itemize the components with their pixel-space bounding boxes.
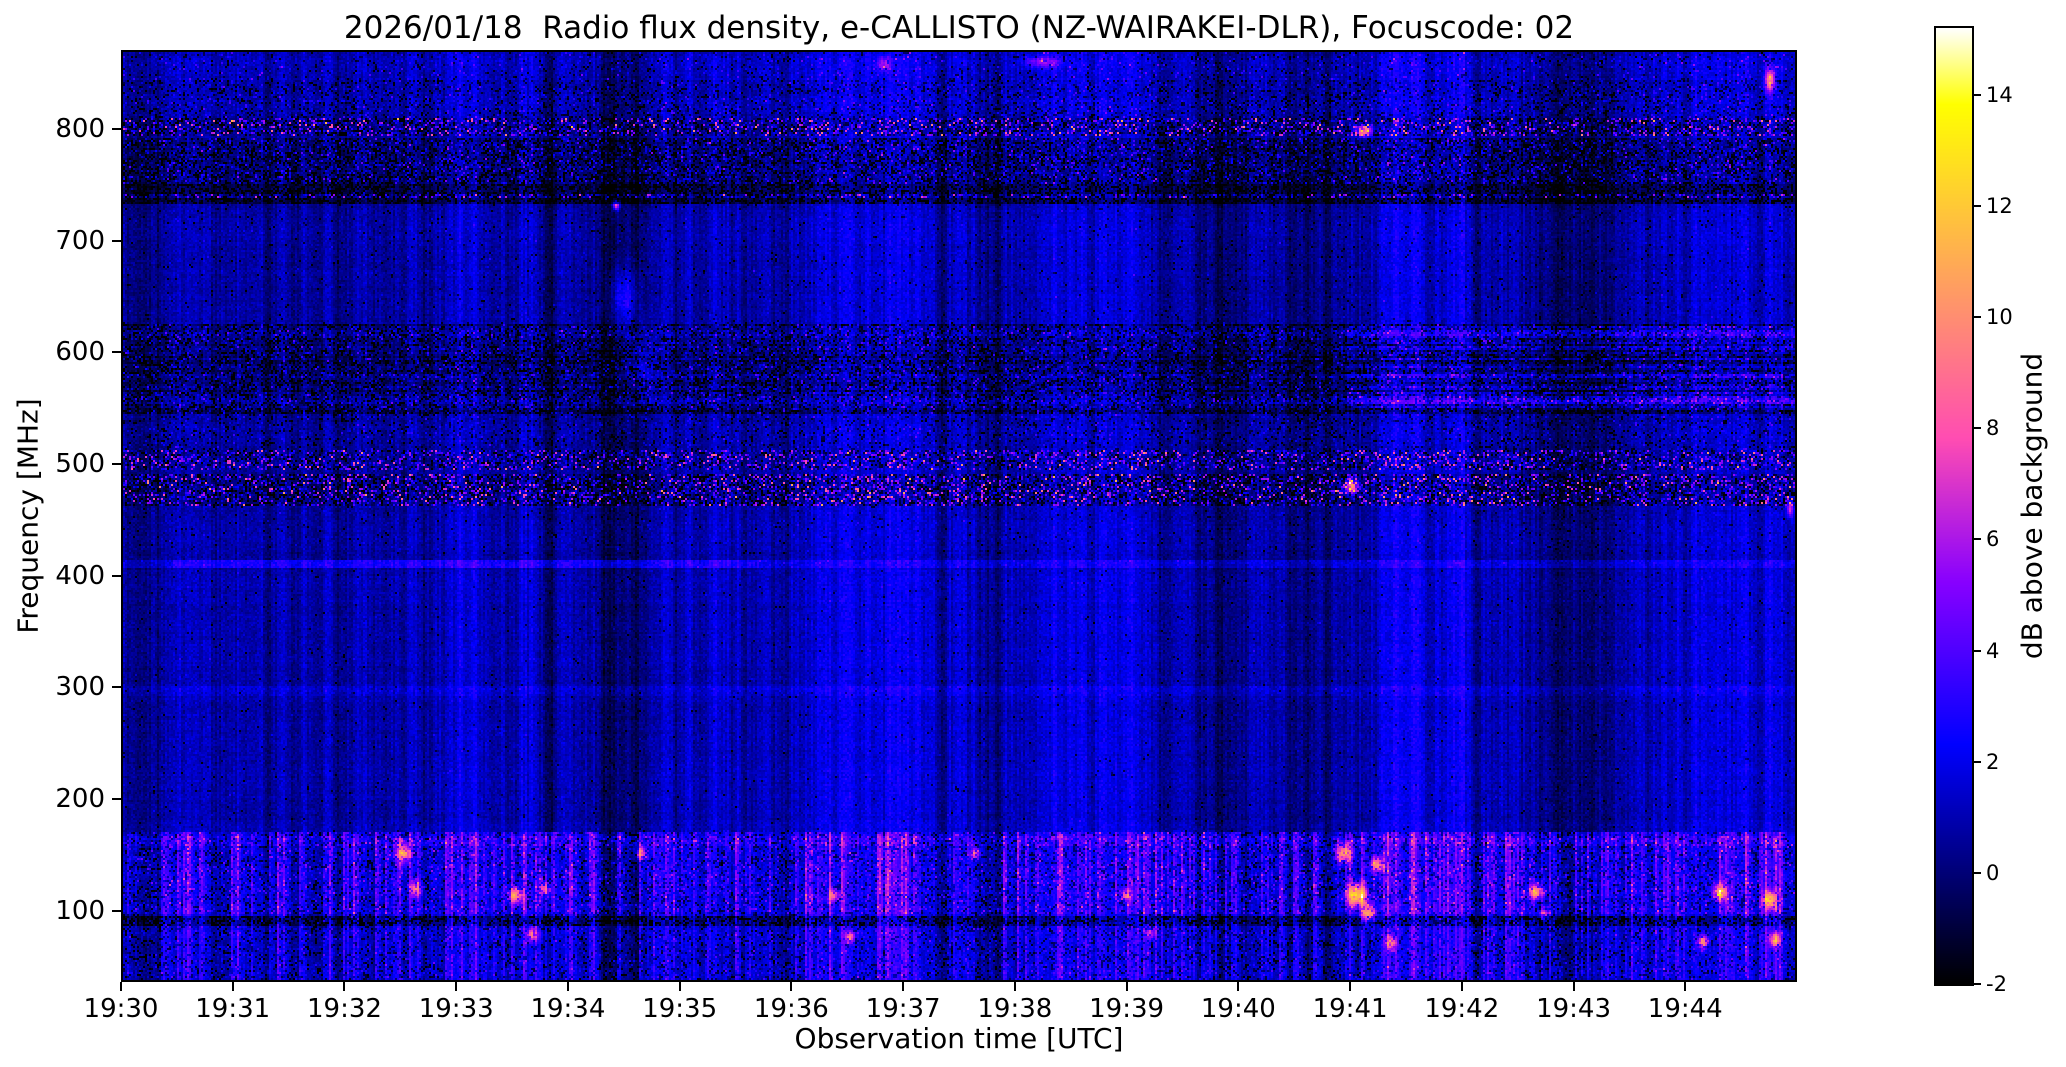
- y-tick-mark: [112, 686, 121, 689]
- y-tick-label: 300: [55, 672, 105, 703]
- x-tick-label: 19:42: [1424, 994, 1500, 1024]
- colorbar-tick-label: 10: [1986, 305, 2013, 330]
- x-tick-mark: [1460, 982, 1463, 991]
- colorbar-tick-label: 8: [1986, 416, 2000, 441]
- x-tick-mark: [566, 982, 569, 991]
- y-tick-mark: [112, 239, 121, 242]
- colorbar-tick-mark: [1974, 649, 1981, 652]
- x-tick-mark: [231, 982, 234, 991]
- y-tick-mark: [112, 574, 121, 577]
- colorbar-tick-mark: [1974, 983, 1981, 985]
- x-tick-mark: [790, 982, 793, 991]
- x-tick-label: 19:38: [977, 994, 1053, 1024]
- x-tick-mark: [1237, 982, 1240, 991]
- colorbar-tick-label: 4: [1986, 638, 2000, 663]
- x-tick-label: 19:30: [83, 994, 159, 1024]
- x-tick-label: 19:44: [1647, 994, 1723, 1024]
- x-tick-mark: [343, 982, 346, 991]
- y-tick-label: 200: [55, 783, 105, 814]
- x-tick-mark: [1572, 982, 1575, 991]
- y-tick-label: 400: [55, 560, 105, 591]
- colorbar-tick-mark: [1974, 871, 1981, 874]
- colorbar-tick-label: 12: [1986, 193, 2013, 218]
- colorbar-canvas: [1936, 28, 1972, 984]
- x-tick-mark: [1349, 982, 1352, 991]
- colorbar-tick-label: 6: [1986, 527, 2000, 552]
- spectrogram-canvas: [123, 52, 1795, 980]
- plot-frame: [121, 50, 1797, 982]
- y-tick-mark: [112, 351, 121, 354]
- x-tick-mark: [1125, 982, 1128, 991]
- y-tick-mark: [112, 909, 121, 912]
- colorbar-label: dB above background: [2015, 352, 2049, 660]
- y-tick-label: 800: [55, 114, 105, 145]
- x-tick-mark: [455, 982, 458, 991]
- x-tick-mark: [678, 982, 681, 991]
- colorbar-tick-mark: [1974, 93, 1981, 96]
- x-axis-ticks: 19:30 19:31 19:32 19:33 19:34 19:35 19:36 19:37…: [84, 982, 1797, 1042]
- colorbar-tick-mark: [1974, 538, 1981, 541]
- colorbar-tick-label: -2: [1986, 972, 2007, 996]
- colorbar-tick-label: 14: [1986, 82, 2013, 107]
- plot-title: 2026/01/18 Radio flux density, e-CALLIST…: [343, 10, 1575, 46]
- y-axis-ticks: 800 700 600 500 400 300 200 100: [0, 50, 121, 982]
- colorbar-tick-mark: [1974, 316, 1981, 319]
- y-tick-label: 100: [55, 895, 105, 926]
- x-tick-label: 19:43: [1536, 994, 1611, 1024]
- x-tick-mark: [1684, 982, 1687, 991]
- x-tick-label: 19:37: [865, 994, 941, 1024]
- colorbar-tick-label: 0: [1986, 860, 2000, 885]
- y-tick-mark: [112, 463, 121, 466]
- y-tick-mark: [112, 128, 121, 131]
- x-tick-label: 19:35: [642, 994, 718, 1024]
- x-tick-label: 19:33: [418, 994, 494, 1024]
- colorbar-tick-mark: [1974, 204, 1981, 207]
- colorbar: [1934, 26, 1974, 986]
- y-tick-mark: [112, 797, 121, 800]
- x-tick-label: 19:41: [1312, 994, 1388, 1024]
- y-tick-label: 600: [55, 337, 105, 368]
- y-tick-label: 700: [55, 225, 105, 256]
- x-tick-mark: [1013, 982, 1016, 991]
- y-tick-label: 500: [55, 449, 105, 480]
- x-tick-label: 19:31: [195, 994, 271, 1024]
- x-tick-mark: [902, 982, 905, 991]
- colorbar-tick-mark: [1974, 427, 1981, 430]
- x-tick-label: 19:40: [1200, 994, 1276, 1024]
- x-axis-label: Observation time [UTC]: [794, 1022, 1124, 1055]
- x-tick-label: 19:39: [1089, 994, 1165, 1024]
- x-tick-label: 19:32: [306, 994, 382, 1024]
- x-tick-label: 19:36: [753, 994, 829, 1024]
- colorbar-tick-mark: [1974, 760, 1981, 763]
- x-tick-label: 19:34: [530, 994, 606, 1024]
- colorbar-tick-label: 2: [1986, 749, 2000, 774]
- colorbar-ticks: 14 12 10 8 6 4 2 0 -2: [1974, 28, 2064, 996]
- x-tick-mark: [120, 982, 122, 991]
